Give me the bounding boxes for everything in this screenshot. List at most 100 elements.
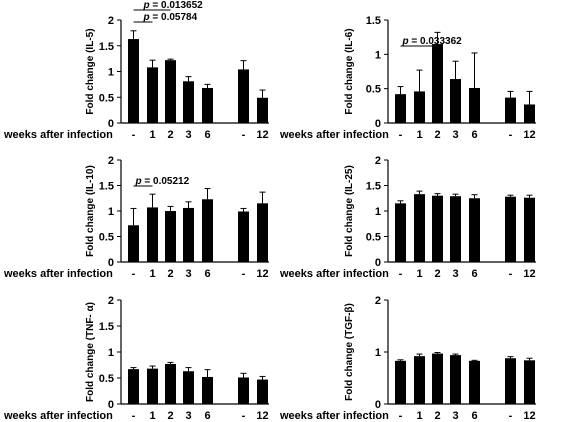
bar-3 bbox=[432, 44, 443, 123]
x-tick-label: 12 bbox=[256, 268, 268, 280]
bar-4 bbox=[183, 207, 194, 262]
bar-4 bbox=[183, 371, 194, 404]
bar-4 bbox=[450, 196, 461, 262]
x-tick-label: 3 bbox=[452, 268, 458, 280]
bar-6 bbox=[505, 358, 516, 404]
x-tick-label: 1 bbox=[149, 410, 155, 422]
x-tick-label: 2 bbox=[434, 268, 440, 280]
bar-1 bbox=[128, 39, 139, 123]
y-tick-label: 1 bbox=[108, 206, 114, 218]
significance-label: p = 0.013652 bbox=[143, 0, 204, 11]
x-tick-label: - bbox=[399, 410, 403, 422]
x-axis-title: weeks after infection bbox=[3, 410, 113, 422]
y-tick-label: 2 bbox=[375, 155, 381, 167]
x-tick-label: 6 bbox=[471, 129, 477, 141]
bar-4 bbox=[183, 81, 194, 123]
chart-panel-2: 0 0.5 1 1.5 Fold change (IL-6) weeks after in… bbox=[279, 15, 536, 141]
y-tick-label: 0.5 bbox=[366, 84, 381, 96]
x-tick-label: - bbox=[509, 129, 513, 141]
y-tick-label: 0.5 bbox=[99, 92, 114, 104]
x-tick-label: - bbox=[242, 410, 246, 422]
x-tick-label: 3 bbox=[452, 129, 458, 141]
x-axis-title: weeks after infection bbox=[3, 129, 113, 141]
x-tick-label: 12 bbox=[256, 129, 268, 141]
bar-1 bbox=[395, 94, 406, 123]
x-axis-title: weeks after infection bbox=[279, 129, 389, 141]
bar-5 bbox=[469, 87, 480, 123]
bar-3 bbox=[165, 211, 176, 262]
x-tick-label: 12 bbox=[523, 410, 535, 422]
p-value: = 0.013652 bbox=[150, 0, 204, 11]
p-symbol: p bbox=[135, 176, 142, 187]
x-tick-label: 3 bbox=[452, 410, 458, 422]
x-tick-label: 6 bbox=[204, 410, 210, 422]
y-tick-label: 1 bbox=[375, 49, 381, 61]
bar-5 bbox=[469, 198, 480, 262]
bar-7 bbox=[524, 104, 535, 123]
bar-4 bbox=[450, 355, 461, 404]
y-tick-label: 0 bbox=[108, 399, 114, 411]
chart-panel-3: 0 0.5 1 1.5 2 Fold change (IL-10) weeks after … bbox=[3, 155, 269, 280]
x-tick-label: 1 bbox=[149, 268, 155, 280]
x-tick-label: 3 bbox=[185, 268, 191, 280]
bar-3 bbox=[165, 363, 176, 404]
y-tick-label: 0 bbox=[108, 118, 114, 130]
bar-2 bbox=[147, 368, 158, 404]
y-tick-label: 2 bbox=[375, 295, 381, 307]
p-symbol: p bbox=[402, 36, 409, 47]
y-axis-title: Fold change (TNF- α) bbox=[85, 302, 96, 402]
chart-panel-5: 0 0.5 1 1.5 2 Fold change (TNF- α) weeks after… bbox=[3, 295, 269, 422]
x-axis-title: weeks after infection bbox=[279, 268, 389, 280]
p-value: = 0.05212 bbox=[142, 176, 190, 187]
y-tick-label: 0 bbox=[375, 257, 381, 269]
y-tick-label: 0.5 bbox=[99, 373, 114, 385]
y-tick-label: 1.5 bbox=[99, 181, 114, 193]
x-tick-label: - bbox=[509, 410, 513, 422]
x-tick-label: 6 bbox=[471, 410, 477, 422]
bar-7 bbox=[257, 379, 268, 404]
x-tick-label: 3 bbox=[185, 129, 191, 141]
x-tick-label: 3 bbox=[185, 410, 191, 422]
y-axis-title: Fold change (IL-5) bbox=[85, 28, 96, 114]
y-axis-title: Fold change (IL-10) bbox=[85, 165, 96, 257]
x-tick-label: - bbox=[132, 268, 136, 280]
bar-5 bbox=[202, 199, 213, 262]
bar-1 bbox=[128, 369, 139, 404]
y-tick-label: 1 bbox=[108, 67, 114, 79]
chart-panel-4: 0 0.5 1 1.5 2 Fold change (IL-25) weeks after … bbox=[279, 155, 536, 280]
y-axis-title: Fold change (IL-25) bbox=[344, 165, 355, 257]
bar-6 bbox=[505, 97, 516, 123]
x-tick-label: - bbox=[132, 410, 136, 422]
x-tick-label: 1 bbox=[416, 129, 422, 141]
bar-7 bbox=[257, 203, 268, 262]
y-tick-label: 0 bbox=[108, 257, 114, 269]
x-tick-label: - bbox=[399, 268, 403, 280]
bar-7 bbox=[524, 197, 535, 262]
x-tick-label: 6 bbox=[204, 268, 210, 280]
p-value: = 0.033362 bbox=[409, 36, 463, 47]
bar-3 bbox=[432, 353, 443, 404]
y-tick-label: 2 bbox=[108, 15, 114, 27]
x-axis-title: weeks after infection bbox=[3, 268, 113, 280]
bar-7 bbox=[257, 97, 268, 123]
bar-6 bbox=[238, 69, 249, 123]
x-tick-label: 6 bbox=[471, 268, 477, 280]
y-tick-label: 2 bbox=[108, 155, 114, 167]
x-axis-title: weeks after infection bbox=[279, 410, 389, 422]
p-value: = 0.05784 bbox=[150, 12, 198, 23]
x-tick-label: - bbox=[242, 268, 246, 280]
y-tick-label: 1.5 bbox=[99, 321, 114, 333]
x-tick-label: 6 bbox=[204, 129, 210, 141]
significance-label: p = 0.05212 bbox=[135, 176, 190, 187]
y-tick-label: 1 bbox=[108, 347, 114, 359]
y-tick-label: 1.5 bbox=[366, 15, 381, 27]
bar-1 bbox=[128, 225, 139, 262]
x-tick-label: 1 bbox=[149, 129, 155, 141]
bar-3 bbox=[165, 60, 176, 123]
bar-6 bbox=[238, 377, 249, 404]
x-tick-label: 12 bbox=[523, 268, 535, 280]
bar-2 bbox=[414, 194, 425, 262]
p-symbol: p bbox=[143, 12, 150, 23]
